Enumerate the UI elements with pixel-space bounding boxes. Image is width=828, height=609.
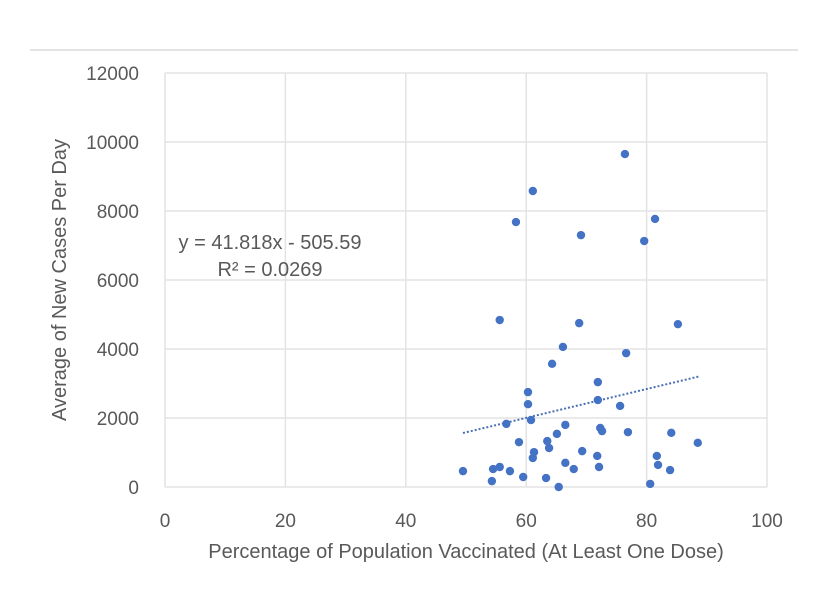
y-tick-label: 10000 (86, 133, 139, 154)
data-point (621, 348, 631, 358)
data-point (547, 359, 557, 369)
y-axis-title: Average of New Cases Per Day (49, 139, 71, 421)
data-point (593, 395, 603, 405)
data-point (528, 186, 538, 196)
data-point (650, 214, 660, 224)
data-point (541, 473, 551, 483)
data-point (667, 428, 676, 438)
data-point (523, 387, 533, 397)
data-point (528, 453, 538, 463)
data-point (623, 427, 633, 437)
trendline-r-squared: R² = 0.0269 (217, 259, 322, 281)
data-point (458, 466, 468, 476)
data-point (552, 429, 562, 439)
data-point (593, 377, 603, 387)
x-tick-label: 0 (160, 511, 171, 532)
trendline (462, 375, 699, 435)
gridlines (164, 72, 768, 488)
data-point (544, 443, 554, 453)
tick-labels: 0 20 40 60 80 100 0 2000 4000 6000 8000 10000 12000 (86, 64, 783, 532)
y-tick-label: 6000 (97, 271, 139, 292)
data-point (639, 236, 649, 246)
x-axis-title: Percentage of Population Vaccinated (At … (208, 541, 724, 563)
data-point (593, 451, 602, 461)
data-point (502, 419, 511, 429)
y-tick-label: 2000 (97, 409, 139, 430)
data-point (652, 451, 662, 461)
data-point (558, 342, 568, 352)
data-point (646, 479, 655, 489)
data-point (620, 149, 630, 159)
x-tick-label: 40 (395, 511, 416, 532)
data-point (495, 315, 504, 325)
data-point (487, 476, 497, 486)
trendline-equation: y = 41.818x - 505.59 (179, 232, 362, 254)
data-point (665, 465, 675, 475)
data-point (653, 460, 663, 470)
top-divider (30, 49, 798, 51)
data-point (561, 458, 570, 468)
data-point (673, 319, 683, 329)
data-point (615, 401, 625, 411)
y-tick-label: 0 (128, 478, 139, 499)
data-point (594, 462, 604, 472)
x-tick-label: 80 (636, 511, 657, 532)
data-point (514, 437, 524, 447)
y-tick-label: 12000 (86, 64, 139, 85)
data-point (576, 230, 586, 240)
x-tick-label: 20 (275, 511, 296, 532)
data-point (554, 482, 563, 492)
data-point (561, 420, 570, 430)
data-point (495, 462, 504, 472)
data-point (526, 415, 536, 425)
y-tick-label: 4000 (97, 340, 139, 361)
data-point (488, 464, 498, 474)
x-tick-label: 100 (751, 511, 783, 532)
data-point (693, 438, 702, 448)
trendline-group (462, 375, 699, 435)
y-tick-label: 8000 (97, 202, 139, 223)
data-point (511, 217, 521, 227)
x-tick-label: 60 (516, 511, 537, 532)
data-point (597, 426, 607, 436)
data-point (543, 436, 552, 446)
data-point (523, 400, 533, 409)
data-points (458, 149, 702, 492)
data-point (569, 464, 578, 474)
data-point (574, 318, 584, 328)
data-point (505, 466, 515, 476)
data-point (518, 472, 528, 482)
data-point (577, 446, 587, 456)
